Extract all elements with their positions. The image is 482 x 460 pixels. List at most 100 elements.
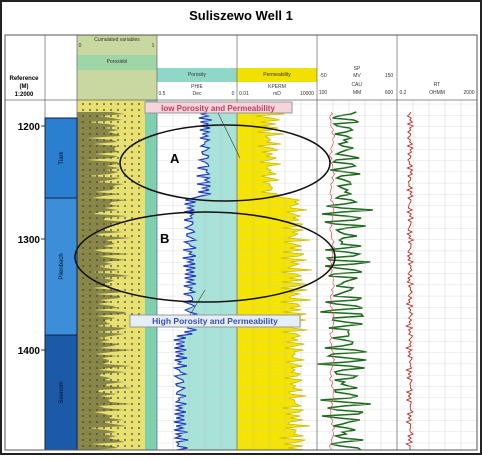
dot bbox=[110, 439, 112, 441]
dot bbox=[117, 421, 119, 423]
dot bbox=[89, 367, 91, 369]
dot bbox=[110, 295, 112, 297]
dot bbox=[138, 307, 140, 309]
dot bbox=[96, 367, 98, 369]
porosity-curve bbox=[172, 111, 213, 451]
dot bbox=[131, 439, 133, 441]
dot bbox=[110, 385, 112, 387]
dot bbox=[138, 355, 140, 357]
header-text: RT bbox=[434, 82, 441, 88]
dot bbox=[124, 367, 126, 369]
dot bbox=[110, 373, 112, 375]
dot bbox=[96, 127, 98, 129]
zone-b bbox=[74, 211, 336, 303]
dot bbox=[124, 307, 126, 309]
dot bbox=[124, 427, 126, 429]
dot bbox=[103, 307, 105, 309]
dot bbox=[117, 319, 119, 321]
dot bbox=[124, 247, 126, 249]
dot bbox=[82, 157, 84, 159]
dot bbox=[103, 241, 105, 243]
header-text: MM bbox=[353, 90, 361, 96]
dot bbox=[131, 337, 133, 339]
dot bbox=[131, 295, 133, 297]
plot-border bbox=[4, 34, 478, 451]
dot bbox=[89, 319, 91, 321]
dot bbox=[110, 217, 112, 219]
dot bbox=[138, 181, 140, 183]
dot bbox=[103, 157, 105, 159]
dot bbox=[124, 115, 126, 117]
dot bbox=[82, 415, 84, 417]
dot bbox=[138, 253, 140, 255]
dot bbox=[124, 229, 126, 231]
dot bbox=[124, 205, 126, 207]
dot bbox=[131, 253, 133, 255]
dot bbox=[89, 283, 91, 285]
header-text: 0.2 bbox=[400, 90, 407, 96]
dot bbox=[89, 313, 91, 315]
dot bbox=[110, 277, 112, 279]
dot bbox=[96, 385, 98, 387]
dot bbox=[124, 277, 126, 279]
dot bbox=[138, 265, 140, 267]
dot bbox=[103, 409, 105, 411]
dot bbox=[138, 331, 140, 333]
dot bbox=[89, 439, 91, 441]
dot bbox=[131, 403, 133, 405]
dot bbox=[131, 445, 133, 447]
dot bbox=[103, 289, 105, 291]
dot bbox=[89, 259, 91, 261]
dot bbox=[103, 169, 105, 171]
dot bbox=[131, 121, 133, 123]
dot bbox=[103, 211, 105, 213]
header-text: Porosidol bbox=[107, 59, 128, 65]
dot bbox=[82, 397, 84, 399]
dot bbox=[138, 349, 140, 351]
dot bbox=[117, 427, 119, 429]
dot bbox=[131, 103, 133, 105]
dot bbox=[82, 211, 84, 213]
dot bbox=[131, 307, 133, 309]
dot bbox=[117, 187, 119, 189]
dot bbox=[138, 313, 140, 315]
dot bbox=[103, 355, 105, 357]
dot bbox=[103, 319, 105, 321]
zone-a bbox=[119, 124, 331, 202]
dot bbox=[117, 151, 119, 153]
dot bbox=[124, 217, 126, 219]
formation bbox=[44, 197, 78, 336]
dot bbox=[89, 211, 91, 213]
dot bbox=[124, 235, 126, 237]
dot bbox=[117, 409, 119, 411]
dot bbox=[138, 235, 140, 237]
dot bbox=[117, 217, 119, 219]
dot bbox=[110, 313, 112, 315]
dot bbox=[103, 145, 105, 147]
label-b: B bbox=[160, 231, 169, 246]
dot bbox=[103, 175, 105, 177]
dot bbox=[110, 427, 112, 429]
dot bbox=[89, 391, 91, 393]
dot bbox=[82, 229, 84, 231]
sp-curve bbox=[317, 111, 373, 451]
dot bbox=[124, 127, 126, 129]
dot bbox=[103, 121, 105, 123]
dot bbox=[96, 157, 98, 159]
dot bbox=[82, 403, 84, 405]
dot bbox=[131, 211, 133, 213]
dot bbox=[82, 343, 84, 345]
dot bbox=[117, 211, 119, 213]
dot bbox=[131, 133, 133, 135]
dot bbox=[110, 247, 112, 249]
depth-label: 1200 bbox=[18, 122, 41, 133]
dot bbox=[117, 121, 119, 123]
dot bbox=[89, 253, 91, 255]
dot bbox=[110, 343, 112, 345]
dot bbox=[138, 169, 140, 171]
dot bbox=[96, 181, 98, 183]
dot bbox=[138, 379, 140, 381]
dot bbox=[117, 313, 119, 315]
dot bbox=[131, 163, 133, 165]
